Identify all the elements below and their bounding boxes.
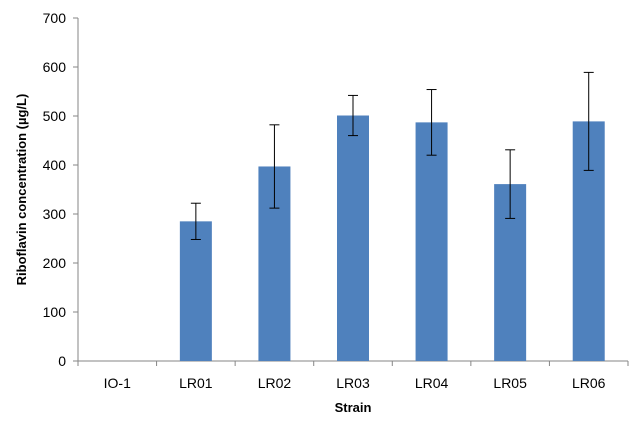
error-bars xyxy=(190,71,594,240)
x-tick-label: LR02 xyxy=(258,375,292,391)
bar-lr04 xyxy=(415,122,448,362)
y-tick-label: 700 xyxy=(43,10,67,26)
x-tick-label: LR03 xyxy=(336,375,370,391)
y-tick-label: 500 xyxy=(43,108,67,124)
x-tick-label: LR04 xyxy=(415,375,449,391)
bar-lr03 xyxy=(337,115,369,361)
tick-labels: 0 100 200 300 400 500 600 700 IO-1 LR01 LR02 LR03 LR… xyxy=(43,10,606,391)
y-axis-title: Riboflavin concentration (µg/L) xyxy=(14,94,29,286)
y-tick-label: 400 xyxy=(43,157,67,173)
y-tick-label: 0 xyxy=(58,353,66,369)
x-tick-label: LR06 xyxy=(572,375,606,391)
x-axis-title: Strain xyxy=(335,400,372,415)
bars xyxy=(179,115,605,362)
y-tick-label: 100 xyxy=(43,304,67,320)
x-tick-label: IO-1 xyxy=(104,375,131,391)
x-tick-label: LR01 xyxy=(179,375,213,391)
y-tick-label: 200 xyxy=(43,255,67,271)
y-tick-label: 600 xyxy=(43,59,67,75)
bar-lr01 xyxy=(179,221,212,361)
y-tick-label: 300 xyxy=(43,206,67,222)
axes xyxy=(73,17,629,366)
x-tick-label: LR05 xyxy=(493,375,527,391)
